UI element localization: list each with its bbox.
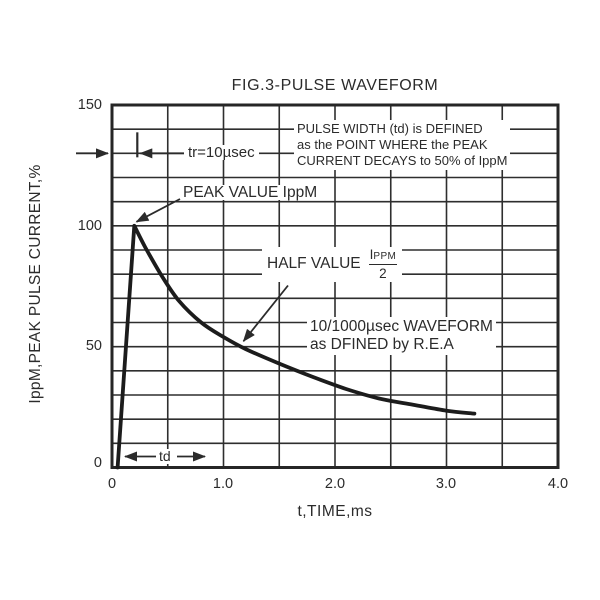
x-axis-tick-0: 0: [107, 476, 117, 492]
rise-time-label: tr=10µsec: [184, 145, 259, 160]
peak-value-arrow: [135, 198, 181, 223]
note-line-2: as the POINT WHERE the PEAK: [297, 137, 488, 152]
fraction-numerator: IPPM: [368, 247, 398, 265]
fraction-denominator: 2: [379, 266, 387, 281]
half-value-arrow: [242, 284, 289, 343]
x-axis-tick-1.0: 1.0: [212, 476, 234, 492]
fraction-numerator-subscript: PPM: [373, 251, 397, 262]
half-value-label: HALF VALUE IPPM 2: [262, 247, 403, 282]
figure-title: FIG.3-PULSE WAVEFORM: [231, 77, 439, 94]
plot-border: [110, 103, 560, 469]
pulse-width-definition-note: PULSE WIDTH (td) is DEFINED as the POINT…: [294, 120, 511, 170]
x-axis-tick-2.0: 2.0: [324, 476, 346, 492]
y-axis-tick-50: 50: [85, 338, 102, 354]
pulse-waveform-curve: [115, 223, 477, 470]
y-axis-title: IppM,PEAK PULSE CURRENT,%: [27, 164, 44, 404]
note-line-3: CURRENT DECAYS to 50% of IppM: [297, 153, 508, 168]
x-axis-title: t,TIME,ms: [297, 503, 373, 520]
pulse-width-td-label: td: [156, 449, 174, 464]
x-axis-tick-4.0: 4.0: [547, 476, 569, 492]
waveform-type-line-1: 10/1000µsec WAVEFORM: [310, 318, 493, 335]
waveform-type-label: 10/1000µsec WAVEFORM as DFINED by R.E.A: [307, 317, 496, 355]
waveform-type-line-2: as DFINED by R.E.A: [310, 336, 454, 353]
fraction-numerator-symbol: I: [369, 247, 374, 262]
note-line-1: PULSE WIDTH (td) is DEFINED: [297, 121, 483, 136]
y-axis-tick-100: 100: [77, 218, 102, 234]
half-value-fraction: IPPM 2: [368, 247, 398, 281]
x-axis-tick-3.0: 3.0: [435, 476, 457, 492]
half-value-text: HALF VALUE: [267, 255, 361, 273]
peak-value-label: PEAK VALUE IppM: [181, 184, 320, 201]
y-axis-tick-0: 0: [93, 455, 102, 471]
y-axis-tick-150: 150: [77, 97, 102, 113]
